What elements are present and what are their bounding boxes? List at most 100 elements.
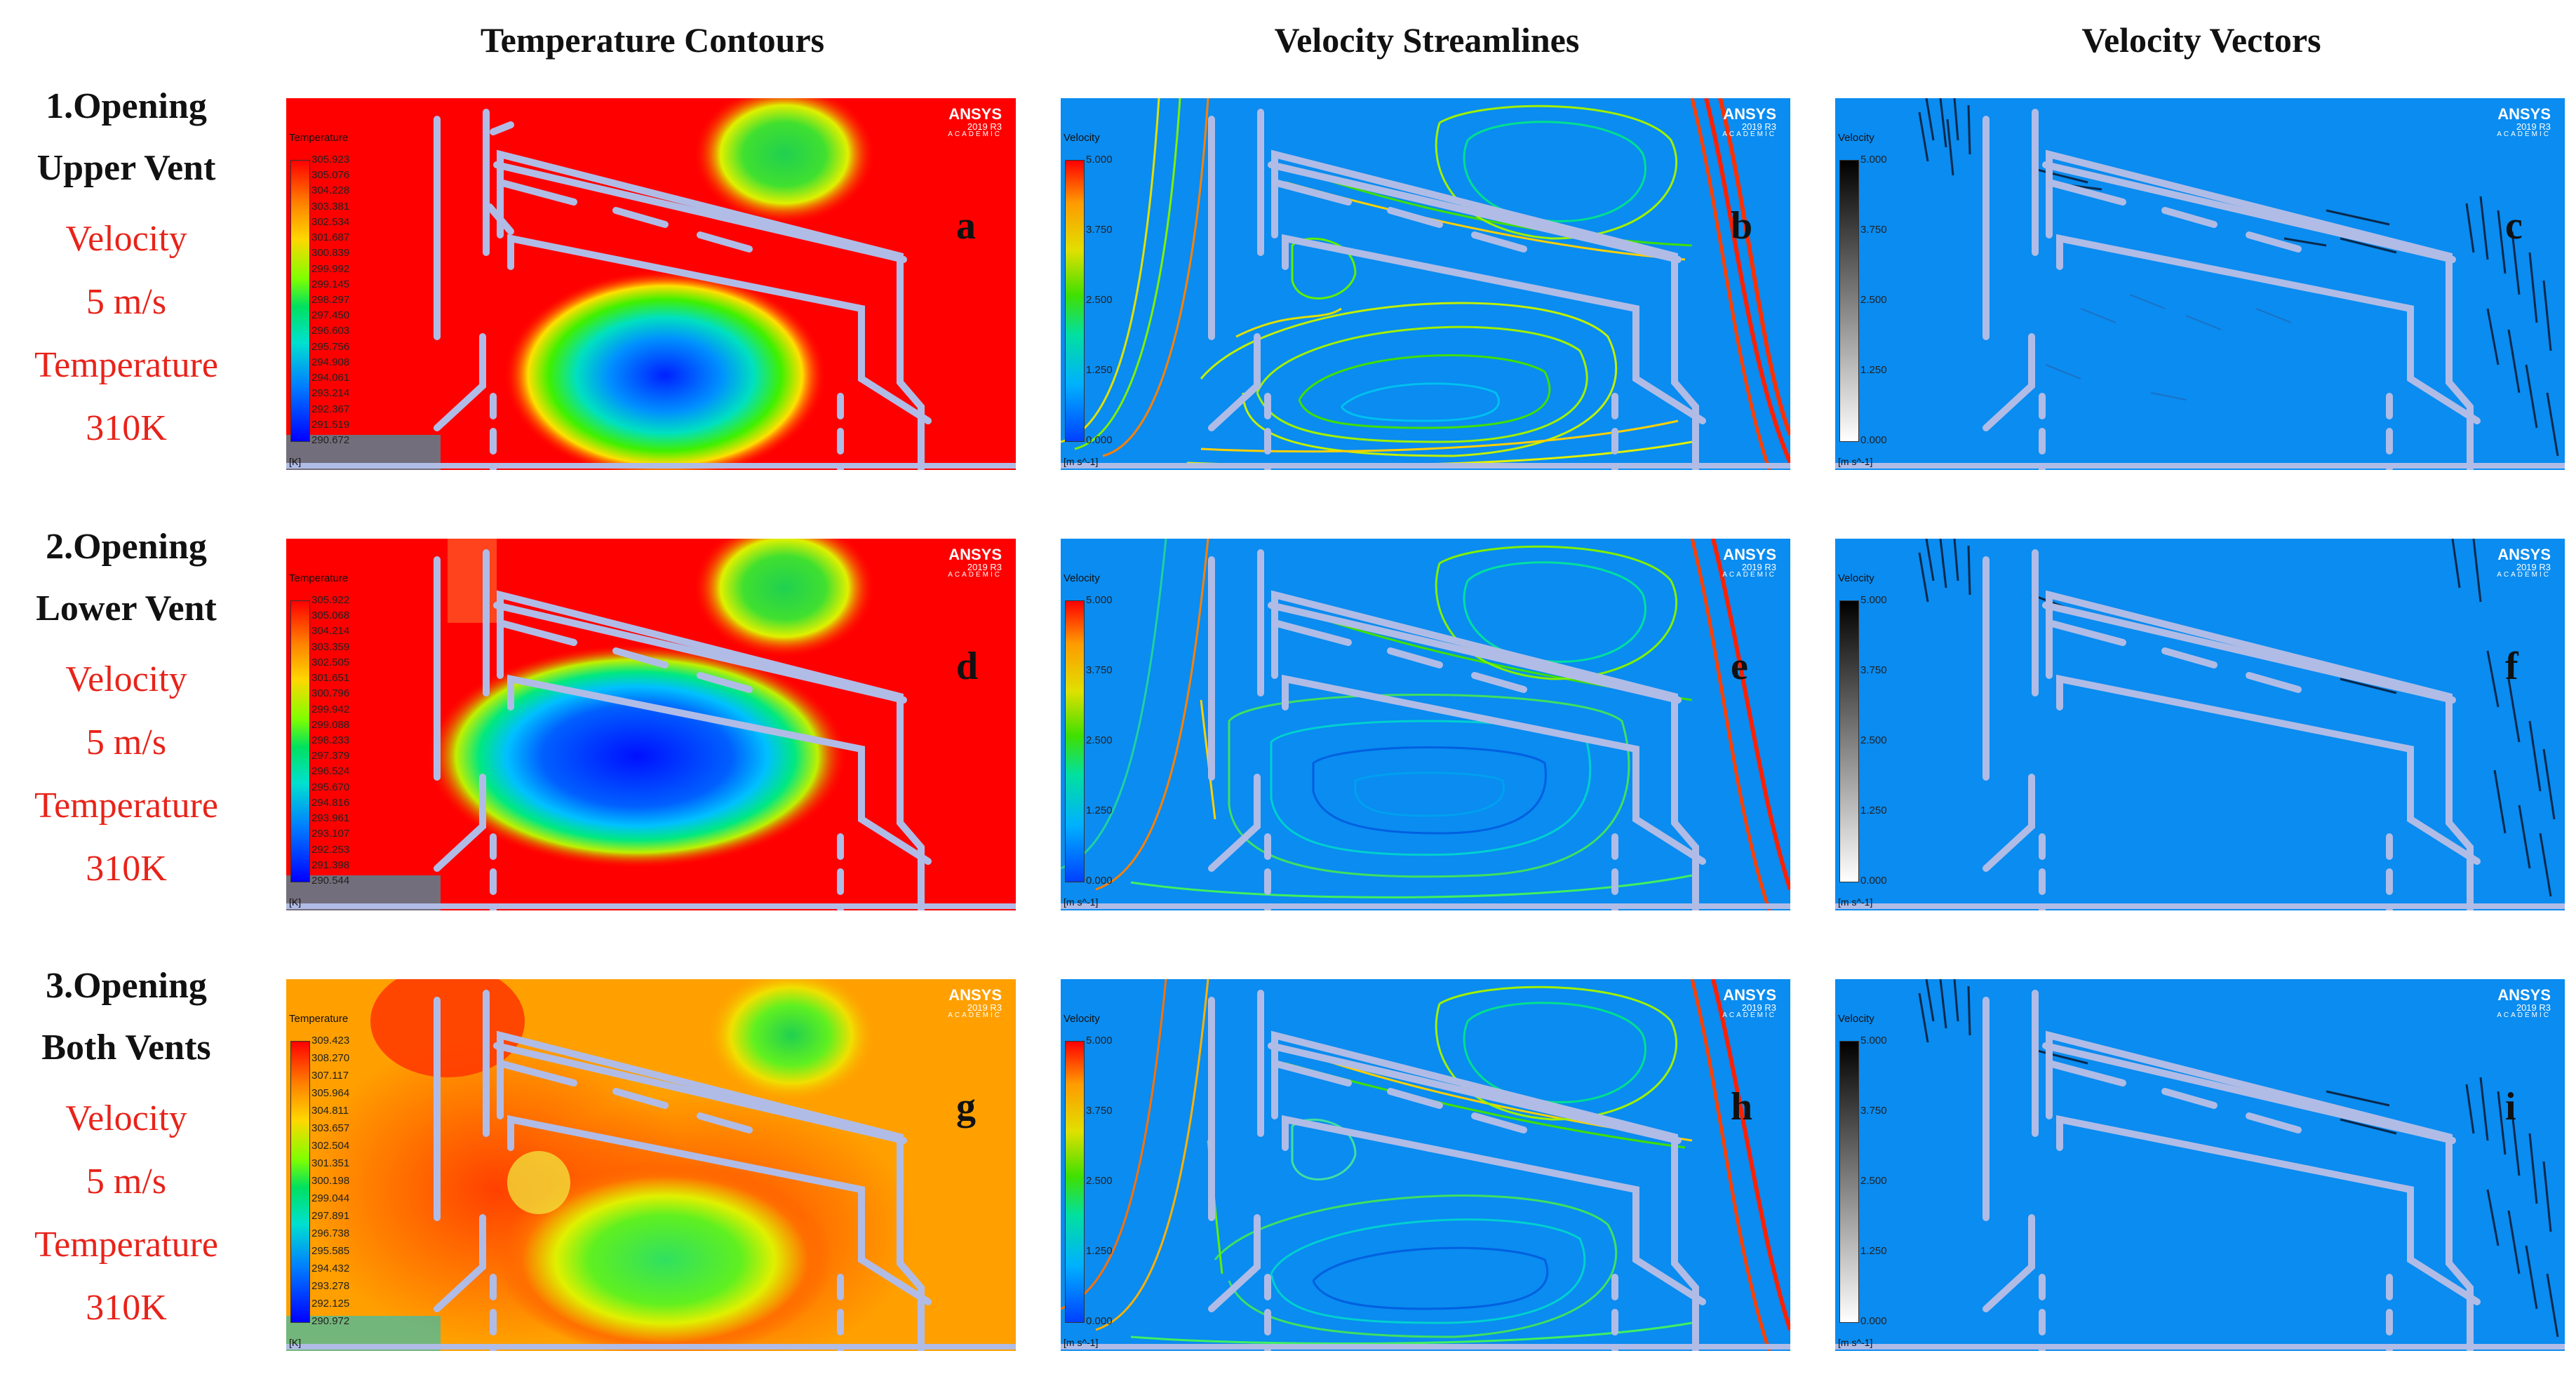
legend-tick-label: 299.088 xyxy=(311,718,350,731)
legend-ticks: 5.000 3.750 2.500 1.250 0.000 xyxy=(1860,154,1924,446)
panel-letter-i: i xyxy=(2505,1085,2516,1129)
ansys-logo: ANSYS 2019 R3 ACADEMIC xyxy=(948,546,1002,579)
temperature-colorbar xyxy=(290,1041,310,1323)
legend-ticks: 5.000 3.750 2.500 1.250 0.000 xyxy=(1086,1035,1149,1327)
row-title-line1: 1.Opening xyxy=(46,86,207,126)
legend-tick-label: 304.811 xyxy=(311,1105,349,1117)
row-title-line2: Upper Vent xyxy=(36,148,216,188)
legend-tick-label: 300.198 xyxy=(311,1175,350,1187)
legend-tick-label: 302.504 xyxy=(311,1140,350,1152)
legend-tick-label: 294.816 xyxy=(311,796,350,809)
legend-title: Velocity xyxy=(1064,132,1100,144)
ansys-logo: ANSYS 2019 R3 ACADEMIC xyxy=(948,986,1002,1019)
legend-tick-label: 293.214 xyxy=(311,387,350,400)
panel-d-temperature-contours: Temperature 305.922 305.068 304.214 303.359… xyxy=(286,539,1016,910)
legend-tick-label: 293.107 xyxy=(311,828,350,840)
legend-tick-label: 292.367 xyxy=(311,403,350,415)
row-label-1: 1.Opening Upper Vent Velocity 5 m/s Temp… xyxy=(0,76,253,460)
legend-tick-label: 290.544 xyxy=(311,874,350,887)
legend-tick-label: 0.000 xyxy=(1860,434,1887,446)
legend-unit: [m s^-1] xyxy=(1838,896,1873,908)
panel-g-temperature-contours: Temperature 309.423 308.270 307.117 305.964… xyxy=(286,979,1016,1351)
legend-tick-label: 309.423 xyxy=(311,1035,350,1047)
greenhouse-structure xyxy=(286,549,1016,910)
panel-letter-a: a xyxy=(956,204,976,248)
legend-tick-label: 0.000 xyxy=(1086,434,1113,446)
legend-tick-label: 2.500 xyxy=(1860,734,1887,746)
row-label-3: 3.Opening Both Vents Velocity 5 m/s Temp… xyxy=(0,955,253,1340)
temperature-label: Temperature xyxy=(34,1225,218,1265)
legend-tick-label: 300.796 xyxy=(311,687,350,700)
legend-tick-label: 305.922 xyxy=(311,594,350,606)
ansys-logo: ANSYS 2019 R3 ACADEMIC xyxy=(2497,986,2551,1019)
panel-e-velocity-streamlines: Velocity 5.000 3.750 2.500 1.250 0.000 [m s^… xyxy=(1061,539,1790,910)
legend-tick-label: 294.908 xyxy=(311,356,350,368)
legend-tick-label: 3.750 xyxy=(1086,664,1113,676)
legend-unit: [m s^-1] xyxy=(1064,456,1099,467)
panel-letter-b: b xyxy=(1731,204,1753,248)
legend-tick-label: 3.750 xyxy=(1860,224,1887,236)
row-title-line1: 3.Opening xyxy=(46,966,207,1006)
row-label-2: 2.Opening Lower Vent Velocity 5 m/s Temp… xyxy=(0,516,253,901)
ansys-logo: ANSYS 2019 R3 ACADEMIC xyxy=(1722,105,1776,138)
velocity-value: 5 m/s xyxy=(86,722,167,762)
ansys-logo: ANSYS 2019 R3 ACADEMIC xyxy=(948,105,1002,138)
legend-tick-label: 304.228 xyxy=(311,184,350,197)
velocity-colorbar xyxy=(1065,600,1085,882)
panel-letter-h: h xyxy=(1731,1085,1753,1129)
legend-tick-label: 292.125 xyxy=(311,1298,350,1310)
legend-tick-label: 2.500 xyxy=(1860,1175,1887,1187)
legend-tick-label: 305.923 xyxy=(311,154,350,166)
velocity-label: Velocity xyxy=(65,219,187,259)
legend-unit: [m s^-1] xyxy=(1838,1337,1873,1348)
vector-field xyxy=(1835,979,2565,1351)
legend-tick-label: 1.250 xyxy=(1860,1245,1887,1257)
legend-tick-label: 302.534 xyxy=(311,215,350,228)
ansys-logo: ANSYS 2019 R3 ACADEMIC xyxy=(1722,546,1776,579)
legend-tick-label: 2.500 xyxy=(1086,734,1113,746)
legend-tick-label: 295.585 xyxy=(311,1245,350,1257)
legend-tick-label: 298.297 xyxy=(311,293,350,306)
legend-unit: [m s^-1] xyxy=(1064,896,1099,908)
temperature-field xyxy=(286,979,1016,1351)
legend-tick-label: 5.000 xyxy=(1086,1035,1113,1047)
temperature-label: Temperature xyxy=(34,345,218,385)
legend-tick-label: 293.278 xyxy=(311,1280,350,1292)
greenhouse-structure xyxy=(286,109,1016,470)
legend-tick-label: 291.398 xyxy=(311,859,350,871)
legend-unit: [K] xyxy=(289,896,302,908)
legend-tick-label: 307.117 xyxy=(311,1070,349,1082)
legend-ticks: 5.000 3.750 2.500 1.250 0.000 xyxy=(1860,1035,1924,1327)
temperature-value: 310K xyxy=(86,408,167,448)
legend-tick-label: 297.450 xyxy=(311,309,350,322)
legend-tick-label: 297.379 xyxy=(311,750,350,762)
panel-letter-e: e xyxy=(1731,645,1748,688)
legend-ticks: 5.000 3.750 2.500 1.250 0.000 xyxy=(1860,595,1924,887)
legend-tick-label: 305.076 xyxy=(311,169,350,182)
panel-a-temperature-contours: Temperature 305.923 305.076 304.228 303.381… xyxy=(286,98,1016,470)
legend-tick-label: 3.750 xyxy=(1086,1105,1113,1117)
legend-title: Velocity xyxy=(1838,572,1874,584)
legend-tick-label: 297.891 xyxy=(311,1210,350,1222)
legend-tick-label: 0.000 xyxy=(1860,875,1887,887)
panel-letter-g: g xyxy=(956,1085,976,1129)
legend-title: Temperature xyxy=(289,1013,349,1025)
greenhouse-structure xyxy=(1835,549,2565,910)
legend-tick-label: 305.964 xyxy=(311,1087,350,1099)
legend-tick-label: 294.432 xyxy=(311,1263,350,1274)
legend-tick-label: 298.233 xyxy=(311,734,350,746)
velocity-colorbar xyxy=(1065,1041,1085,1323)
ansys-logo: ANSYS 2019 R3 ACADEMIC xyxy=(1722,986,1776,1019)
column-heading-vectors: Velocity Vectors xyxy=(2081,20,2321,60)
panel-letter-c: c xyxy=(2505,204,2523,248)
greenhouse-structure xyxy=(1835,990,2565,1351)
legend-tick-label: 299.942 xyxy=(311,703,350,715)
legend-tick-label: 2.500 xyxy=(1860,294,1887,306)
legend-tick-label: 299.145 xyxy=(311,278,350,290)
legend-ticks: 305.922 305.068 304.214 303.359 302.505 301.6… xyxy=(311,595,375,887)
temperature-label: Temperature xyxy=(34,786,218,826)
legend-tick-label: 1.250 xyxy=(1086,1245,1113,1257)
row-title-line2: Both Vents xyxy=(41,1028,211,1068)
legend-tick-label: 290.672 xyxy=(311,433,350,446)
panel-b-velocity-streamlines: Velocity 5.000 3.750 2.500 1.250 0.000 [m s^… xyxy=(1061,98,1790,470)
